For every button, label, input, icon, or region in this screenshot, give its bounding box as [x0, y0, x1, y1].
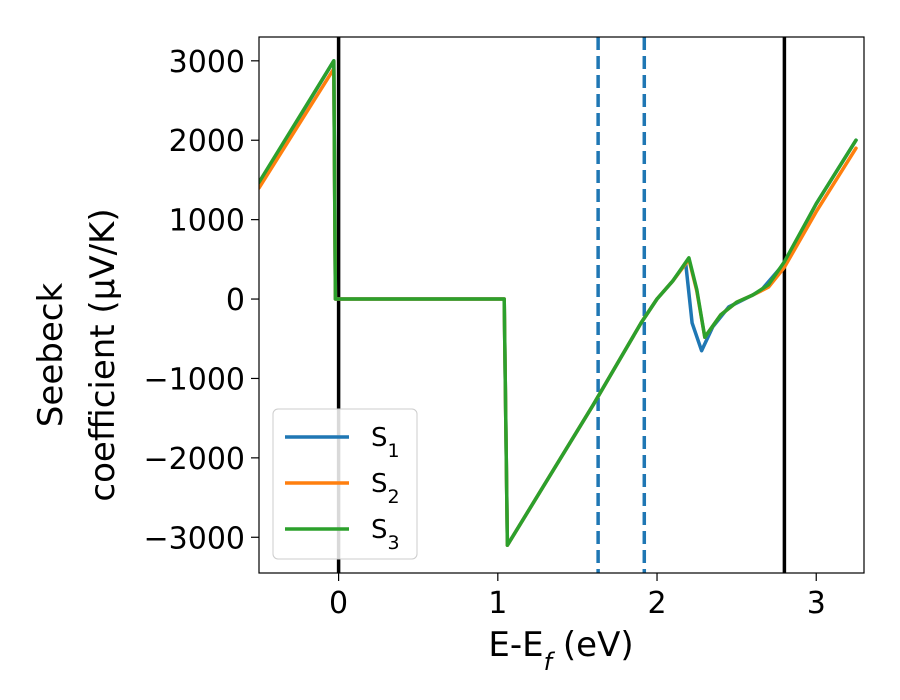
y-axis-label-line2: coefficient (μV/K)	[83, 208, 123, 501]
y-tick-label: −3000	[144, 521, 245, 556]
x-tick-label: 3	[807, 586, 826, 621]
y-axis-label: Seebeck coefficient (μV/K)	[31, 208, 123, 501]
series-line-s3	[259, 59, 858, 547]
y-tick-label: −1000	[144, 362, 245, 397]
y-tick-label: 0	[226, 283, 245, 318]
x-tick-label: 2	[647, 586, 666, 621]
y-axis-label-line1: Seebeck	[31, 283, 71, 428]
x-tick-label: 0	[329, 586, 348, 621]
x-tick-label: 1	[488, 586, 507, 621]
x-axis-label: E-Ef (eV)	[488, 625, 633, 676]
plot-frame	[258, 36, 865, 574]
y-tick-label: 3000	[169, 45, 245, 80]
y-tick-label: 1000	[169, 204, 245, 239]
y-tick-label: −2000	[144, 442, 245, 477]
y-tick-label: 2000	[169, 124, 245, 159]
